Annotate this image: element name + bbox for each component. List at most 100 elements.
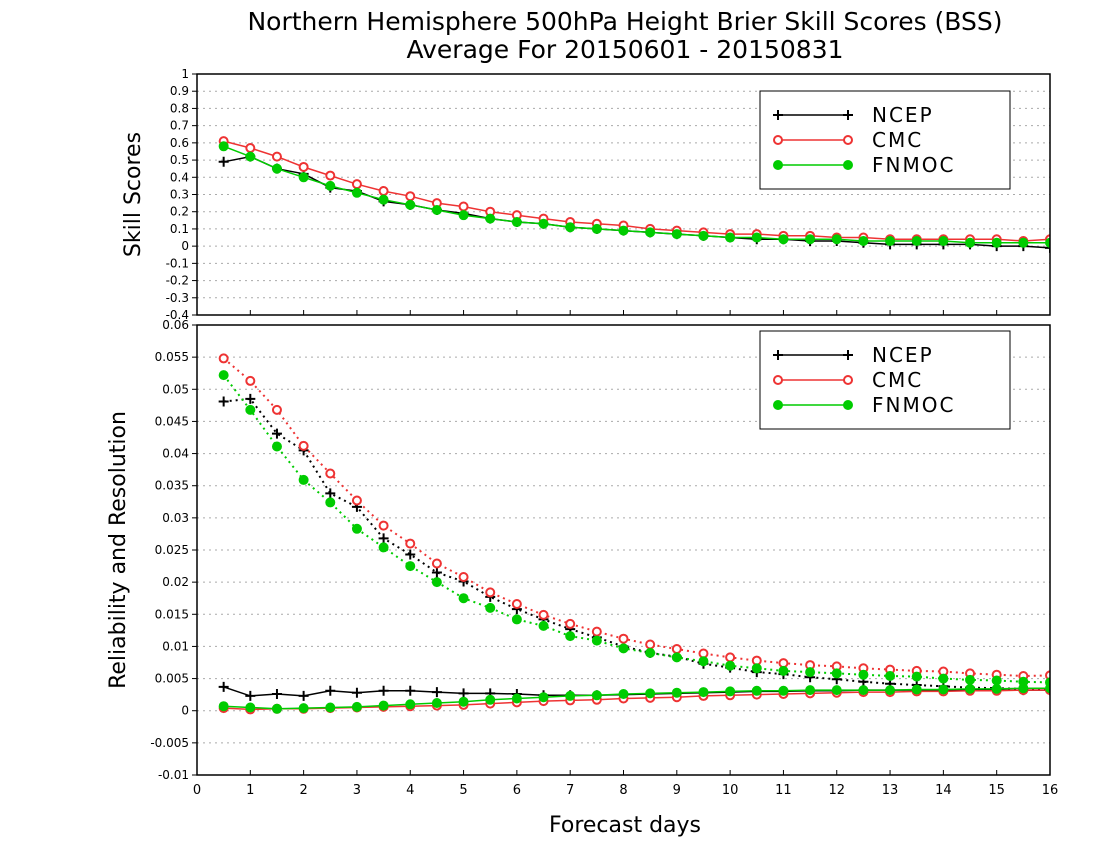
y-tick-label: 0.2 [170, 205, 189, 219]
y-tick-label: 0 [181, 704, 189, 718]
y-tick-label: 0.4 [170, 170, 189, 184]
y-tick-label: 0.015 [155, 607, 189, 621]
y-tick-label: 0.9 [170, 84, 189, 98]
x-tick-label: 14 [935, 783, 952, 798]
y-tick-label: 0.04 [162, 447, 189, 461]
legend-label-fnmoc: FNMOC [872, 393, 955, 417]
data-point-fnmoc [778, 685, 789, 696]
data-point-fnmoc [591, 690, 602, 701]
data-point-fnmoc [698, 656, 709, 667]
y-tick-label: 0.035 [155, 479, 189, 493]
data-point-ncep [271, 689, 282, 699]
data-point-cmc [245, 375, 256, 386]
data-point-fnmoc [511, 614, 522, 625]
data-point-cmc [511, 599, 522, 609]
data-point-fnmoc [751, 685, 762, 696]
y-tick-label: -0.3 [166, 291, 189, 305]
data-point-ncep [431, 567, 442, 578]
data-point-ncep [431, 687, 442, 698]
data-point-fnmoc [565, 690, 576, 701]
data-point-cmc [405, 191, 416, 202]
x-tick-label: 11 [775, 783, 792, 798]
data-point-cmc [245, 143, 256, 154]
x-axis-label: Forecast days [549, 813, 701, 838]
data-point-cmc [591, 626, 602, 637]
data-point-fnmoc [778, 665, 789, 676]
data-point-fnmoc [938, 673, 949, 684]
data-point-fnmoc [458, 696, 469, 707]
data-point-cmc [351, 179, 362, 190]
data-point-cmc [458, 572, 469, 582]
legend-marker-ncep [843, 350, 853, 360]
data-point-cmc [325, 170, 336, 181]
data-point-fnmoc [911, 235, 922, 246]
x-tick-label: 12 [828, 783, 845, 798]
legend-marker-cmc [773, 375, 783, 385]
data-point-ncep [405, 685, 416, 696]
data-point-fnmoc [911, 684, 922, 695]
x-tick-label: 10 [722, 783, 739, 798]
data-point-cmc [378, 520, 389, 531]
data-point-fnmoc [965, 683, 976, 694]
data-point-fnmoc [938, 235, 949, 246]
data-point-fnmoc [298, 703, 309, 714]
data-point-cmc [405, 538, 416, 549]
data-point-fnmoc [538, 692, 549, 703]
legend-marker-fnmoc [773, 160, 783, 170]
data-point-cmc [298, 161, 309, 172]
data-point-cmc [271, 404, 282, 415]
data-point-fnmoc [858, 235, 869, 246]
data-point-fnmoc [938, 684, 949, 695]
data-point-cmc [538, 609, 549, 620]
y-tick-label: 0.8 [170, 101, 189, 115]
legend-label-ncep: NCEP [872, 343, 934, 367]
data-point-fnmoc [671, 652, 682, 663]
data-point-fnmoc [1018, 237, 1029, 248]
data-point-fnmoc [378, 194, 389, 205]
data-point-fnmoc [618, 225, 629, 236]
data-point-fnmoc [698, 687, 709, 698]
y-tick-label: 0.045 [155, 414, 189, 428]
x-tick-label: 13 [882, 783, 899, 798]
data-point-cmc [458, 201, 469, 212]
data-point-fnmoc [751, 232, 762, 243]
data-point-fnmoc [271, 441, 282, 452]
data-point-ncep [218, 681, 229, 692]
x-tick-label: 0 [193, 783, 201, 798]
data-point-fnmoc [831, 685, 842, 696]
y-tick-label: 0.5 [170, 153, 189, 167]
data-point-fnmoc [298, 172, 309, 183]
data-point-fnmoc [325, 180, 336, 191]
data-point-cmc [271, 151, 282, 162]
data-point-cmc [671, 644, 682, 654]
data-point-fnmoc [565, 222, 576, 233]
data-point-fnmoc [351, 523, 362, 534]
data-point-fnmoc [911, 671, 922, 682]
data-point-fnmoc [511, 693, 522, 704]
legend-label-cmc: CMC [872, 128, 923, 152]
data-point-ncep [378, 685, 389, 696]
chart-title-line2: Average For 20150601 - 20150831 [406, 35, 843, 64]
reliability-resolution-panel: -0.01 -0.005 0 0.005 0.01 0.015 0.02 0.025 0.03 0… [150, 318, 1058, 798]
data-point-fnmoc [1045, 237, 1050, 248]
data-point-fnmoc [538, 218, 549, 229]
data-point-ncep [245, 690, 256, 701]
legend-marker-cmc [843, 375, 853, 385]
data-point-fnmoc [725, 686, 736, 697]
data-point-fnmoc [378, 700, 389, 711]
legend-marker-fnmoc [843, 160, 853, 170]
y-tick-label: -0.4 [166, 308, 189, 322]
legend-marker-cmc [773, 135, 783, 145]
x-tick-label: 6 [513, 783, 521, 798]
data-point-cmc [431, 558, 442, 569]
data-point-ncep [298, 690, 309, 701]
x-tick-label: 7 [566, 783, 574, 798]
data-point-fnmoc [1018, 683, 1029, 694]
data-point-fnmoc [965, 674, 976, 685]
data-point-cmc [725, 652, 736, 663]
data-point-fnmoc [618, 689, 629, 699]
legend-marker-cmc [843, 135, 853, 145]
x-tick-label: 15 [988, 783, 1005, 798]
y-tick-label: 0.005 [155, 672, 189, 686]
data-point-fnmoc [805, 685, 816, 696]
